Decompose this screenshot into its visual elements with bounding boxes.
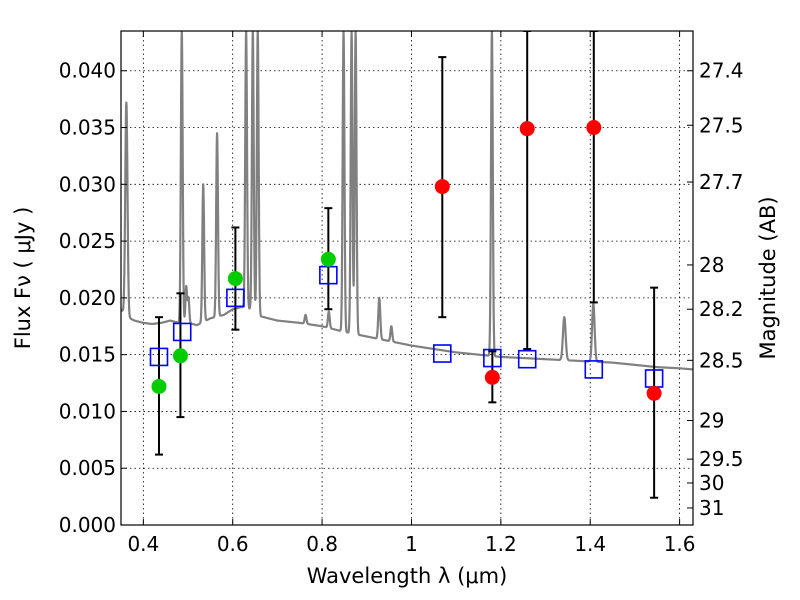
observed-point-marker <box>434 179 450 195</box>
observed-point-marker <box>172 348 188 364</box>
y-tick-label: 0.025 <box>59 229 116 253</box>
observed-point-marker <box>646 385 662 401</box>
model-photometry-square <box>149 347 169 367</box>
model-photometry-square <box>172 322 192 342</box>
x-tick-label: 0.6 <box>217 532 249 556</box>
x-tick-label: 1.2 <box>485 532 517 556</box>
right-axis-label: Magnitude (AB) <box>756 196 780 359</box>
observed-point-marker <box>151 378 167 394</box>
data-markers <box>149 120 664 401</box>
model-photometry-square <box>433 344 452 363</box>
observed-point-marker <box>586 120 602 136</box>
x-tick-label: 0.4 <box>127 532 159 556</box>
model-photometry-square <box>226 288 245 308</box>
right-tick-label: 28.5 <box>699 348 744 372</box>
y-axis-label: Flux Fν ( μJy ) <box>11 207 35 350</box>
right-tick-label: 30 <box>699 471 724 495</box>
y-tick-label: 0.040 <box>59 59 116 83</box>
axis-ticks: 0.4 0.6 0.8 1 1.2 1.4 1.6 0.000 0.005 0.010 0.015 0… <box>59 31 744 556</box>
y-tick-label: 0.000 <box>59 513 116 537</box>
x-tick-label: 1.6 <box>664 532 696 556</box>
y-tick-label: 0.020 <box>59 286 116 310</box>
observed-point-marker <box>484 369 500 385</box>
y-tick-label: 0.035 <box>59 116 116 140</box>
x-tick-label: 0.8 <box>306 532 338 556</box>
right-tick-label: 29.5 <box>699 447 744 471</box>
plot-frame <box>120 30 694 526</box>
model-photometry-square <box>517 349 537 369</box>
right-tick-label: 28 <box>699 253 724 277</box>
x-tick-label: 1 <box>405 532 418 556</box>
y-tick-label: 0.030 <box>59 172 116 196</box>
model-photometry-square <box>584 360 604 379</box>
y-tick-label: 0.010 <box>59 399 116 423</box>
right-tick-label: 27.7 <box>699 170 744 194</box>
y-tick-label: 0.015 <box>59 343 116 367</box>
observed-point-marker <box>320 251 336 267</box>
right-tick-label: 28.2 <box>699 297 744 321</box>
observed-point-marker <box>227 271 243 287</box>
observed-point-marker <box>519 121 535 137</box>
right-tick-label: 27.4 <box>699 59 744 83</box>
right-tick-label: 29 <box>699 409 724 433</box>
right-tick-label: 31 <box>699 496 724 520</box>
y-tick-label: 0.005 <box>59 456 116 480</box>
x-tick-label: 1.4 <box>574 532 606 556</box>
x-axis-label: Wavelength λ (μm) <box>307 564 508 588</box>
right-tick-label: 27.5 <box>699 113 744 137</box>
model-photometry-square <box>483 348 502 368</box>
